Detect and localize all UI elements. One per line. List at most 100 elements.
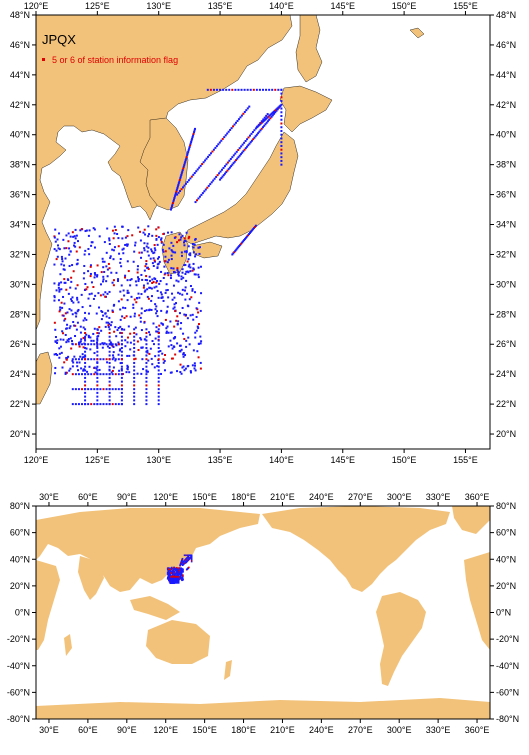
station-point	[235, 248, 238, 251]
station-point	[229, 128, 232, 131]
station-point	[177, 183, 180, 186]
station-point	[184, 263, 187, 266]
station-point	[179, 327, 182, 330]
flagged-station-point	[78, 246, 81, 249]
station-point	[179, 175, 182, 178]
station-point	[259, 129, 262, 132]
bottom-lat-tick-label: -40°N	[496, 661, 519, 671]
flagged-station-point	[231, 88, 234, 91]
top-lat-tick-label: 32°N	[10, 249, 30, 259]
bottom-lon-tick-label: 120°E	[153, 725, 178, 735]
station-point	[171, 579, 173, 581]
station-point	[203, 190, 206, 193]
flagged-station-point	[174, 353, 177, 356]
station-point	[73, 355, 76, 358]
station-point	[170, 582, 172, 584]
station-point	[101, 311, 104, 314]
station-point	[113, 225, 116, 228]
flagged-station-point	[62, 332, 65, 335]
station-point	[142, 368, 145, 371]
flagged-station-point	[183, 337, 186, 340]
flagged-station-point	[197, 323, 200, 326]
station-point	[84, 361, 87, 364]
station-point	[88, 229, 91, 232]
station-point	[195, 170, 198, 173]
station-point	[242, 150, 245, 153]
station-point	[56, 341, 59, 344]
station-point	[181, 293, 184, 296]
station-point	[154, 249, 157, 252]
station-point	[238, 154, 241, 157]
top-lon-tick-label: 155°E	[453, 1, 478, 11]
station-point	[99, 388, 102, 391]
flagged-station-point	[145, 275, 148, 278]
station-point	[237, 118, 240, 121]
station-point	[199, 342, 202, 345]
station-point	[59, 345, 62, 348]
station-point	[161, 296, 164, 299]
station-point	[145, 380, 148, 383]
station-point	[171, 298, 174, 301]
land-europe-africa-east	[464, 552, 490, 650]
flagged-station-point	[168, 578, 170, 581]
station-point	[192, 246, 195, 249]
station-point	[82, 326, 85, 329]
station-point	[56, 238, 59, 241]
station-point	[152, 264, 155, 267]
station-point	[245, 236, 248, 239]
station-point	[191, 289, 194, 292]
station-point	[129, 341, 132, 344]
station-point	[164, 291, 167, 294]
flagged-station-point	[78, 345, 81, 348]
station-point	[87, 373, 90, 376]
top-lon-tick-label: 130°E	[146, 1, 171, 11]
station-point	[136, 268, 139, 271]
station-point	[193, 367, 196, 370]
station-point	[176, 580, 179, 582]
station-point	[99, 283, 102, 286]
flagged-station-point	[76, 284, 79, 287]
station-point	[177, 270, 180, 273]
station-point	[280, 156, 283, 159]
station-point	[245, 109, 248, 112]
station-point	[145, 361, 148, 364]
station-point	[176, 567, 179, 570]
bottom-lat-tick-label: 0°N	[15, 608, 30, 618]
station-point	[181, 568, 184, 571]
station-point	[139, 320, 142, 323]
station-point	[188, 343, 191, 346]
station-point	[197, 276, 200, 279]
station-point	[271, 88, 274, 91]
station-point	[58, 290, 61, 293]
station-point	[175, 581, 177, 583]
station-point	[126, 341, 129, 344]
station-point	[154, 337, 157, 340]
station-point	[157, 343, 160, 346]
station-point	[175, 188, 178, 191]
station-point	[280, 92, 283, 95]
station-point	[70, 299, 73, 302]
flagged-station-point	[209, 88, 212, 91]
station-point	[108, 290, 111, 293]
flagged-station-point	[139, 230, 142, 233]
station-point	[215, 175, 218, 178]
station-point	[102, 275, 105, 278]
station-point	[265, 114, 268, 117]
station-point	[54, 228, 57, 231]
station-point	[187, 555, 190, 558]
flagged-station-point	[172, 576, 175, 578]
station-point	[108, 354, 111, 357]
station-point	[62, 338, 65, 341]
station-point	[169, 371, 172, 374]
station-point	[180, 576, 183, 579]
station-point	[60, 263, 63, 266]
flagged-station-point	[170, 576, 172, 578]
station-point	[143, 309, 146, 312]
station-point	[133, 388, 136, 391]
station-point	[71, 365, 74, 368]
station-point	[144, 233, 147, 236]
station-point	[175, 582, 177, 584]
station-point	[96, 365, 99, 368]
station-point	[236, 247, 239, 250]
station-point	[208, 154, 211, 157]
